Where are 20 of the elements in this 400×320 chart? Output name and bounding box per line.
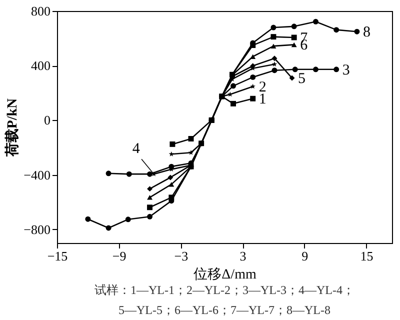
x-tick-label: 9 bbox=[302, 248, 308, 264]
y-tick-label: 0 bbox=[44, 112, 50, 128]
y-tick-label: 400 bbox=[31, 58, 50, 74]
series-label: 8 bbox=[362, 24, 370, 41]
x-tick-label: −9 bbox=[112, 248, 126, 264]
series-label: 4 bbox=[132, 141, 140, 158]
x-axis-title: 位移Δ/mm bbox=[194, 266, 256, 282]
x-tick-label: −15 bbox=[47, 248, 68, 264]
x-tick-label: 3 bbox=[240, 248, 246, 264]
text: 5—YL-5；6—YL-6；7—YL-7；8—YL-8 bbox=[118, 303, 330, 317]
x-tick-label: 15 bbox=[360, 248, 374, 264]
series-label: 5 bbox=[298, 71, 306, 88]
y-tick-label: −400 bbox=[24, 167, 50, 182]
text: 试样：1—YL-1；2—YL-2；3—YL-3；4—YL-4； bbox=[94, 283, 354, 297]
y-axis-title: 荷载P/kN bbox=[4, 98, 21, 158]
series-label: 3 bbox=[342, 62, 350, 78]
x-tick-label: −3 bbox=[174, 248, 188, 264]
series-label: 1 bbox=[258, 92, 266, 108]
y-tick-label: 800 bbox=[31, 4, 50, 18]
y-tick-label: −800 bbox=[24, 222, 50, 237]
